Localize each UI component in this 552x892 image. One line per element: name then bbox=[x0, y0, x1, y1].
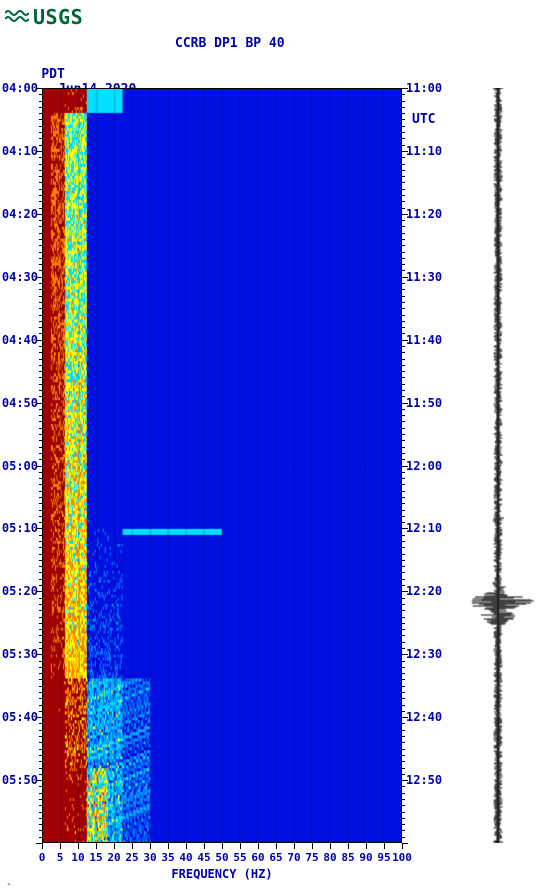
x-tick: 35 bbox=[161, 851, 174, 864]
chart-title: CCRB DP1 BP 40 bbox=[175, 36, 285, 51]
x-axis-label: FREQUENCY (HZ) bbox=[42, 867, 402, 881]
x-tick: 25 bbox=[125, 851, 138, 864]
y-right-tick: 12:20 bbox=[406, 584, 442, 598]
y-right-tick: 12:10 bbox=[406, 521, 442, 535]
spectrogram-chart bbox=[42, 88, 402, 843]
y-right-tick: 12:00 bbox=[406, 459, 442, 473]
y-left-tick: 04:10 bbox=[2, 144, 38, 158]
x-tick: 50 bbox=[215, 851, 228, 864]
y-right-tick: 12:40 bbox=[406, 710, 442, 724]
usgs-logo: USGS bbox=[5, 5, 83, 29]
y-left-tick: 05:00 bbox=[2, 459, 38, 473]
logo-text: USGS bbox=[33, 5, 83, 29]
y-left-tick: 05:40 bbox=[2, 710, 38, 724]
y-axis-right-ticks bbox=[402, 88, 408, 843]
x-tick: 80 bbox=[323, 851, 336, 864]
x-tick: 65 bbox=[269, 851, 282, 864]
footer-mark: - bbox=[6, 879, 12, 890]
x-tick: 20 bbox=[107, 851, 120, 864]
x-tick: 30 bbox=[143, 851, 156, 864]
y-right-tick: 11:50 bbox=[406, 396, 442, 410]
y-left-tick: 05:20 bbox=[2, 584, 38, 598]
x-axis: FREQUENCY (HZ) 05 10 15 20 25 30 35 40 45 50 55 60 6… bbox=[42, 843, 402, 883]
y-right-tick: 11:10 bbox=[406, 144, 442, 158]
x-tick: 60 bbox=[251, 851, 264, 864]
y-right-tick: 12:30 bbox=[406, 647, 442, 661]
x-tick: 45 bbox=[197, 851, 210, 864]
y-left-tick: 05:30 bbox=[2, 647, 38, 661]
y-left-tick: 04:40 bbox=[2, 333, 38, 347]
y-right-tick: 11:20 bbox=[406, 207, 442, 221]
y-left-tick: 05:50 bbox=[2, 773, 38, 787]
y-left-tick: 04:00 bbox=[2, 81, 38, 95]
y-left-tick: 04:50 bbox=[2, 396, 38, 410]
seismogram-waveform bbox=[454, 88, 542, 843]
x-tick: 100 bbox=[392, 851, 412, 864]
x-tick: 15 bbox=[89, 851, 102, 864]
x-tick: 75 bbox=[305, 851, 318, 864]
x-tick: 85 bbox=[341, 851, 354, 864]
spectrogram-canvas bbox=[42, 88, 402, 843]
x-tick: 5 bbox=[57, 851, 64, 864]
y-left-tick: 04:20 bbox=[2, 207, 38, 221]
x-tick: 90 bbox=[359, 851, 372, 864]
x-tick: 95 bbox=[377, 851, 390, 864]
y-left-tick: 05:10 bbox=[2, 521, 38, 535]
waveform-canvas bbox=[454, 88, 542, 843]
y-axis-right: 11:0011:1011:2011:3011:4011:5012:0012:10… bbox=[402, 88, 444, 843]
x-tick: 40 bbox=[179, 851, 192, 864]
pdt-label: PDT bbox=[41, 67, 64, 82]
y-right-tick: 11:40 bbox=[406, 333, 442, 347]
wave-icon bbox=[5, 7, 29, 27]
y-right-tick: 11:30 bbox=[406, 270, 442, 284]
x-tick: 0 bbox=[39, 851, 46, 864]
x-tick: 70 bbox=[287, 851, 300, 864]
y-right-tick: 12:50 bbox=[406, 773, 442, 787]
x-tick: 10 bbox=[71, 851, 84, 864]
y-right-tick: 11:00 bbox=[406, 81, 442, 95]
x-tick: 55 bbox=[233, 851, 246, 864]
y-left-tick: 04:30 bbox=[2, 270, 38, 284]
